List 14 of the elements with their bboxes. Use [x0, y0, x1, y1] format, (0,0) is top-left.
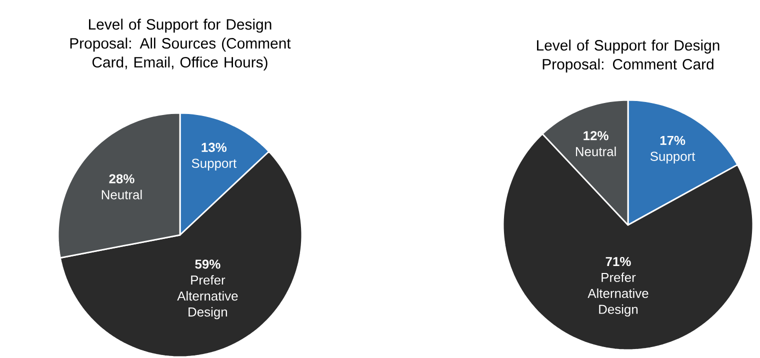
data-label: 59%	[195, 260, 220, 269]
chart-title: Level of Support for Design Proposal: All Sources (Comment Card, Email, Office Hours)	[70, 18, 291, 70]
slice-label: Support	[650, 152, 696, 164]
data-label: 12%	[584, 131, 608, 140]
slice-label: Neutral	[576, 146, 616, 156]
slice-label: Prefer Alternative Design	[177, 275, 238, 320]
slice-label: Prefer Alternative Design	[588, 272, 648, 316]
chart-title: Level of Support for Design Proposal: Comment Card	[537, 40, 720, 72]
slice-label: Support	[192, 158, 236, 170]
slice-label: Neutral	[102, 190, 142, 200]
data-label: 13%	[202, 142, 227, 152]
data-label: 28%	[109, 174, 134, 184]
data-label: 71%	[606, 256, 631, 266]
data-label: 17%	[660, 136, 686, 145]
